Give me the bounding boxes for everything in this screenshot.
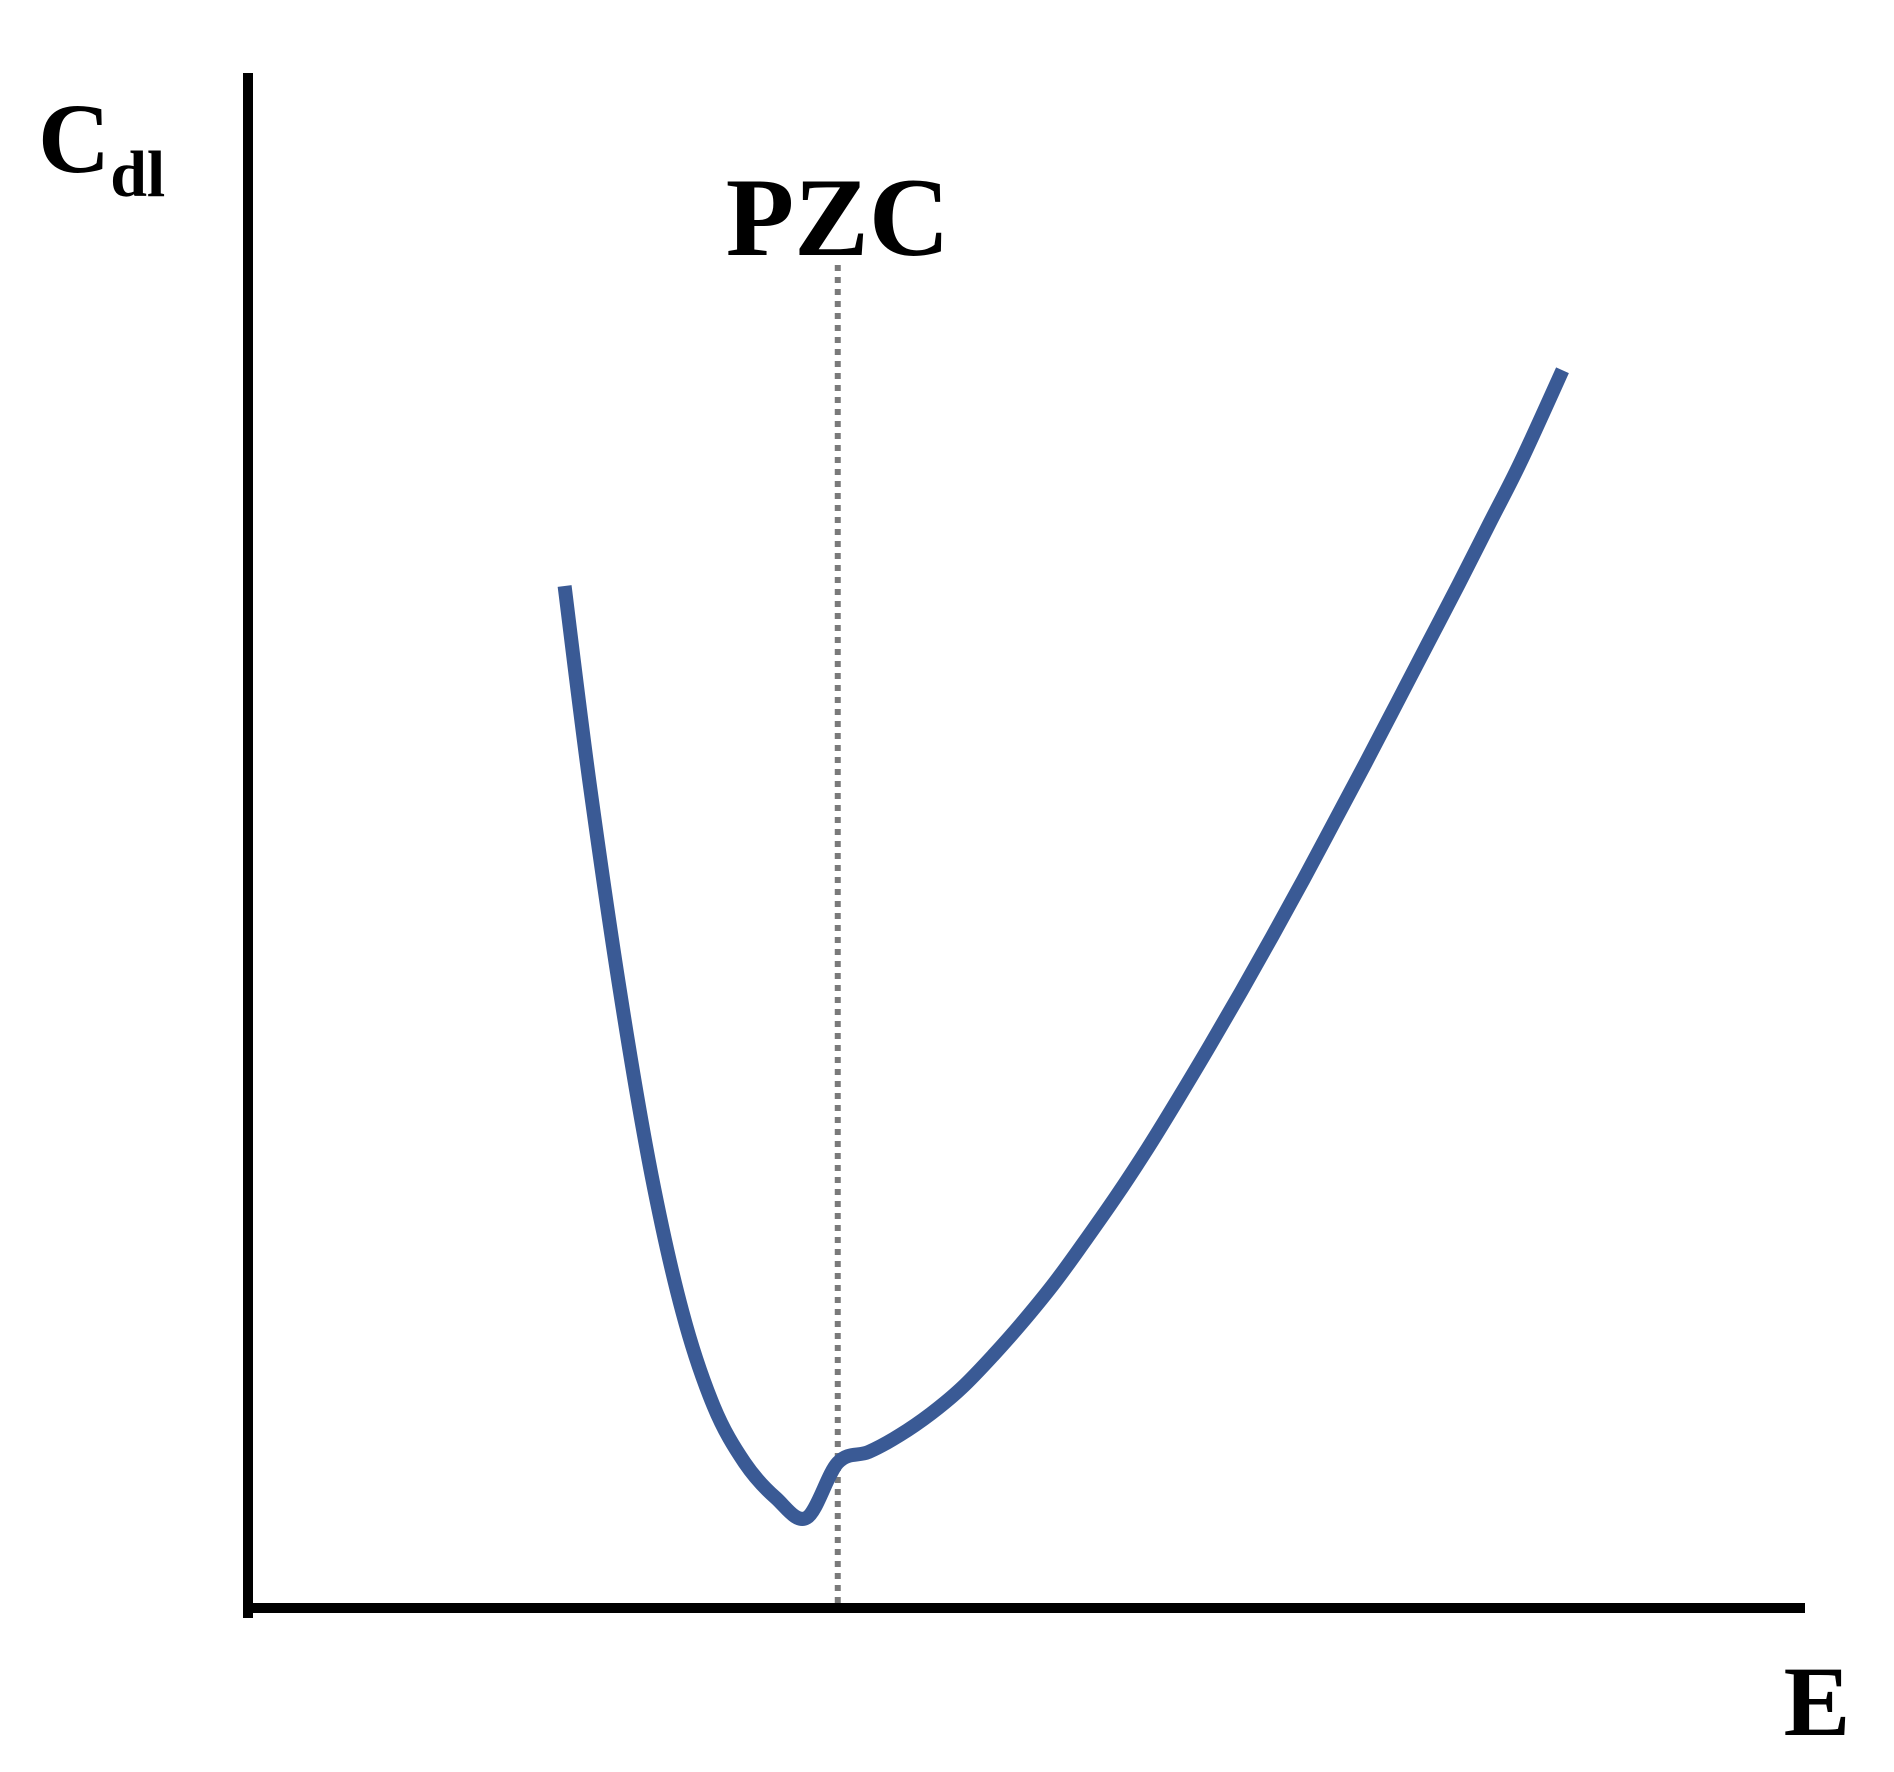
- y-axis-label: Cdl: [38, 83, 165, 211]
- series-group: [557, 367, 1569, 1526]
- cdl-curve: [557, 367, 1569, 1526]
- annotations-group: PZC: [726, 156, 950, 1608]
- y-axis-label-subscript: dl: [110, 138, 165, 211]
- y-axis-label-main: C: [38, 83, 110, 194]
- pzc-label: PZC: [726, 156, 950, 280]
- x-axis-label: E: [1784, 1646, 1851, 1757]
- axes-group: [243, 73, 1805, 1618]
- labels-group: Cdl E: [38, 83, 1850, 1757]
